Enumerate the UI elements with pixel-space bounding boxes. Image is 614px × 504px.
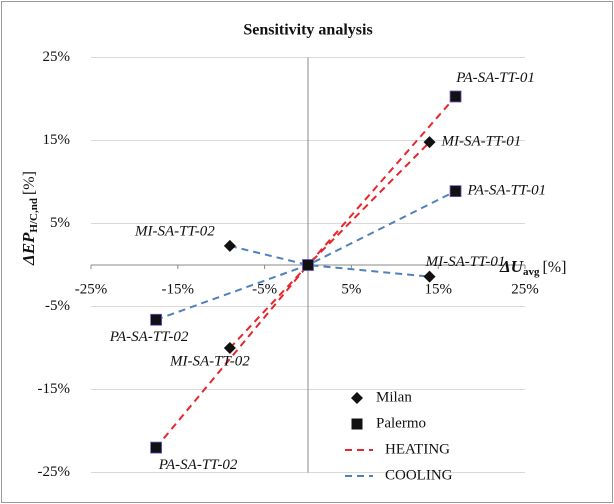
axis-label-unit: [%]	[542, 259, 566, 276]
legend-label: Palermo	[376, 415, 426, 431]
x-tick-label: 25%	[511, 281, 539, 297]
x-tick-label: -15%	[162, 281, 195, 297]
legend-label: COOLING	[385, 467, 453, 483]
marker	[449, 90, 462, 103]
point-label: PA-SA-TT-01	[455, 70, 535, 86]
axis-label-main: ΔEP	[19, 232, 38, 266]
x-tick-label: 15%	[424, 281, 452, 297]
point-label: MI-SA-TT-01	[441, 134, 522, 150]
y-tick-label: -25%	[38, 464, 71, 480]
marker	[423, 270, 436, 283]
marker	[351, 418, 363, 430]
point-label: PA-SA-TT-01	[467, 183, 547, 199]
legend-label: HEATING	[385, 441, 450, 457]
y-tick-label: 5%	[50, 215, 70, 231]
point-label: MI-SA-TT-01	[425, 254, 506, 270]
axis-label-sub: avg	[523, 266, 540, 278]
marker	[150, 441, 163, 454]
x-label: ΔUavg [%]	[499, 257, 566, 278]
x-tick-label: -25%	[75, 281, 108, 297]
marker	[223, 239, 236, 252]
marker	[449, 185, 462, 198]
y-label: ΔEPH/C,nd [%]	[19, 171, 40, 266]
legend-label: Milan	[376, 389, 412, 405]
point-label: MI-SA-TT-02	[134, 223, 215, 239]
point-label: PA-SA-TT-02	[158, 457, 238, 473]
marker	[302, 259, 314, 271]
marker	[150, 313, 163, 326]
y-tick-label: -15%	[38, 381, 71, 397]
axis-label-main: ΔU	[499, 257, 524, 276]
marker	[423, 136, 436, 149]
point-label: MI-SA-TT-02	[169, 353, 250, 369]
axis-label-sub: H/C,nd	[28, 198, 40, 233]
x-tick-label: -5%	[252, 281, 277, 297]
marker	[351, 392, 363, 404]
x-tick-label: 5%	[341, 281, 361, 297]
y-tick-label: 15%	[43, 132, 71, 148]
axis-label-unit: [%]	[21, 171, 38, 195]
y-tick-label: 25%	[43, 49, 71, 65]
chart-title: Sensitivity analysis	[243, 22, 372, 39]
marker	[223, 342, 236, 354]
y-tick-label: -5%	[45, 298, 70, 314]
point-label: PA-SA-TT-02	[109, 329, 189, 345]
